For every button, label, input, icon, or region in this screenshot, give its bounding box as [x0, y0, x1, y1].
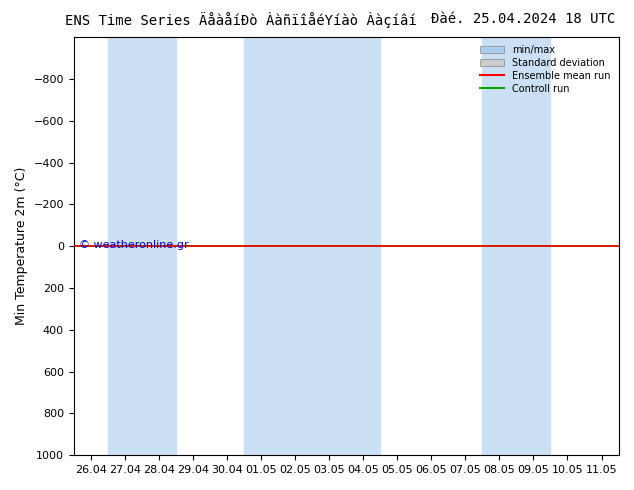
- Bar: [482, 37, 517, 455]
- Text: ENS Time Series ÄåàåíÐò ÀàñïîåéYíàò Ààçíâí: ENS Time Series ÄåàåíÐò ÀàñïîåéYíàò Ààçí…: [65, 12, 417, 28]
- Bar: [278, 37, 312, 455]
- Text: © weatheronline.gr: © weatheronline.gr: [79, 240, 189, 250]
- Text: Ðàé. 25.04.2024 18 UTC: Ðàé. 25.04.2024 18 UTC: [430, 12, 615, 26]
- Bar: [142, 37, 176, 455]
- Bar: [312, 37, 346, 455]
- Y-axis label: Min Temperature 2m (°C): Min Temperature 2m (°C): [15, 167, 28, 325]
- Legend: min/max, Standard deviation, Ensemble mean run, Controll run: min/max, Standard deviation, Ensemble me…: [477, 42, 614, 97]
- Bar: [108, 37, 142, 455]
- Bar: [517, 37, 550, 455]
- Bar: [244, 37, 278, 455]
- Bar: [346, 37, 380, 455]
